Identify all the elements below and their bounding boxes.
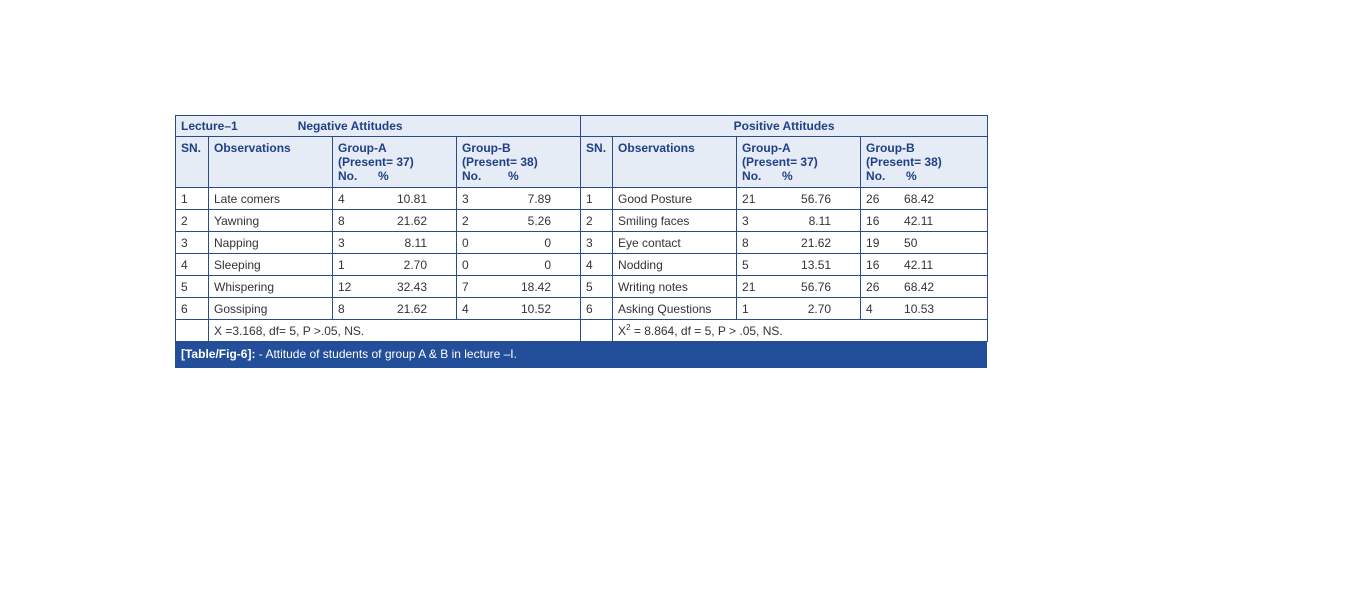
group-b-present: (Present= 38) [462,155,538,169]
negative-title: Negative Attitudes [297,119,403,133]
col-sn: SN. [175,136,209,188]
group-a-cell: 12 32.43 [332,275,457,298]
group-a-label: Group-A [742,141,791,155]
col-group-a: Group-A (Present= 37) No.% [332,136,457,188]
group-a-present: (Present= 37) [338,155,414,169]
group-b-cell: 2 5.26 [455,209,582,232]
observation-cell: Whispering [208,275,333,298]
sn-cell: 2 [580,209,614,232]
col-observations: Observations [208,136,333,188]
group-a-cell: 21 56.76 [736,275,862,298]
col-group-a-positive: Group-A (Present= 37) No.% [736,136,862,188]
figure-caption: [Table/Fig-6]: - Attitude of students of… [175,342,987,368]
col-sn-positive: SN. [580,136,614,188]
group-a-cell: 8 21.62 [332,209,457,232]
group-a-cell: 5 13.51 [736,253,862,276]
table-row: 5 Whispering 12 32.43 7 18.42 5 Writing no… [175,275,989,298]
group-b-present: (Present= 38) [866,155,942,169]
no-label: No. [742,169,762,183]
sn-cell: 6 [580,297,614,320]
observation-cell: Sleeping [208,253,333,276]
col-group-b-positive: Group-B (Present= 38) No.% [860,136,989,188]
group-a-cell: 1 2.70 [332,253,457,276]
negative-header-cell: Lecture–1 Negative Attitudes [174,115,582,137]
group-a-cell: 8 21.62 [332,297,457,320]
observation-cell: Smiling faces [612,209,738,232]
group-a-cell: 4 10.81 [332,187,457,210]
positive-statistic: X2 = 8.864, df = 5, P > .05, NS. [612,319,989,342]
observation-cell: Nodding [612,253,738,276]
group-a-cell: 3 8.11 [736,209,862,232]
lecture-label: Lecture–1 [181,119,238,133]
group-b-cell: 3 7.89 [455,187,582,210]
group-b-label: Group-B [866,141,915,155]
negative-statistic: X =3.168, df= 5, P >.05, NS. [207,319,582,342]
empty-cell [580,319,614,342]
group-b-label: Group-B [462,141,511,155]
no-label: No. [462,169,482,183]
table-header-row: Lecture–1 Negative Attitudes Positive Att… [174,115,989,137]
group-b-cell: 7 18.42 [455,275,582,298]
group-a-label: Group-A [338,141,387,155]
sn-cell: 1 [175,187,209,210]
observation-cell: Napping [208,231,333,254]
sn-cell: 2 [175,209,209,232]
table-row: 6 Gossiping 8 21.62 4 10.52 6 Asking Quest… [175,297,989,320]
table-row: 2 Yawning 8 21.62 2 5.26 2 Smiling faces 3… [175,209,989,232]
table-row: 1 Late comers 4 10.81 3 7.89 1 Good Postur… [175,187,989,210]
sn-cell: 1 [580,187,614,210]
group-b-cell: 4 10.53 [860,297,989,320]
group-b-cell: 19 50 [860,231,989,254]
observation-cell: Asking Questions [612,297,738,320]
attitude-table: Lecture–1 Negative Attitudes Positive Att… [174,115,989,342]
pct-label: % [782,169,793,183]
observation-cell: Eye contact [612,231,738,254]
sn-cell: 3 [580,231,614,254]
caption-text: - Attitude of students of group A & B in… [255,347,517,361]
observation-cell: Gossiping [208,297,333,320]
col-observations-positive: Observations [612,136,738,188]
pct-label: % [906,169,917,183]
sn-cell: 4 [175,253,209,276]
sn-cell: 4 [580,253,614,276]
sn-cell: 5 [580,275,614,298]
no-label: No. [338,169,358,183]
no-label: No. [866,169,886,183]
group-a-cell: 8 21.62 [736,231,862,254]
sn-cell: 5 [175,275,209,298]
table-figure: Lecture–1 Negative Attitudes Positive Att… [174,115,989,368]
caption-label: [Table/Fig-6]: [181,347,256,361]
group-a-cell: 1 2.70 [736,297,862,320]
sn-cell: 3 [175,231,209,254]
observation-cell: Yawning [208,209,333,232]
empty-cell [175,319,209,342]
observation-cell: Writing notes [612,275,738,298]
group-a-cell: 21 56.76 [736,187,862,210]
group-b-cell: 26 68.42 [860,275,989,298]
group-b-cell: 16 42.11 [860,253,989,276]
group-b-cell: 16 42.11 [860,209,989,232]
column-header-row: SN. Observations Group-A (Present= 37) N… [175,136,989,188]
pct-label: % [508,169,519,183]
group-a-cell: 3 8.11 [332,231,457,254]
pct-label: % [378,169,389,183]
group-b-cell: 26 68.42 [860,187,989,210]
observation-cell: Late comers [208,187,333,210]
observation-cell: Good Posture [612,187,738,210]
col-group-b: Group-B (Present= 38) No.% [455,136,582,188]
statistics-row: X =3.168, df= 5, P >.05, NS. X2 = 8.864,… [175,319,989,342]
group-a-present: (Present= 37) [742,155,818,169]
group-b-cell: 4 10.52 [455,297,582,320]
sn-cell: 6 [175,297,209,320]
positive-title: Positive Attitudes [580,115,989,137]
